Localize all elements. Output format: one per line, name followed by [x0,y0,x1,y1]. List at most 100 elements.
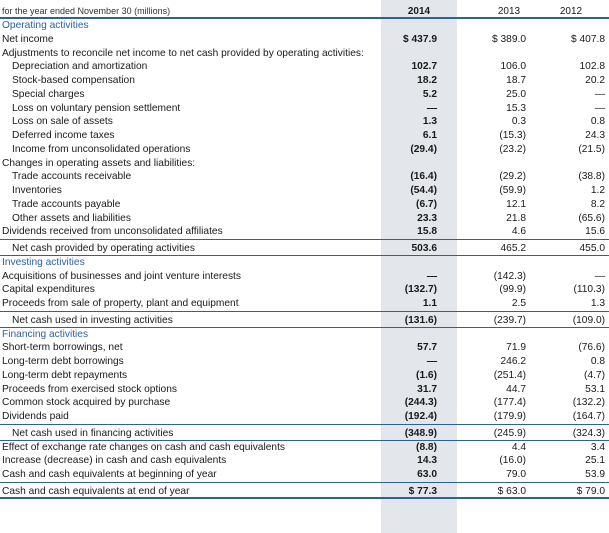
value-cell-2014: 63.0 [417,469,437,480]
year-column-2013: 2013 [497,6,521,17]
table-row: Net income $ 437.9 $ 389.0 $ 407.8 [0,33,609,47]
grand-total-row: Cash and cash equivalents at end of year… [0,481,609,499]
row-label: Proceeds from exercised stock options [2,383,177,395]
row-label: Cash and cash equivalents at end of year [2,485,190,497]
table-row: Adjustments to reconcile net income to n… [0,47,609,61]
row-label: Increase (decrease) in cash and cash equ… [2,455,227,467]
row-label: Inventories [12,185,62,196]
value-cell-2012: (110.3) [573,284,605,296]
table-row: Trade accounts payable (6.7) 12.1 8.2 [0,198,609,212]
value-cell-2012: (38.8) [578,171,605,183]
value-cell-2012: 0.8 [590,116,605,128]
section-heading-row: Financing activities [0,328,609,342]
value-cell-2014: 14.3 [417,455,437,467]
row-label: Common stock acquired by purchase [2,397,171,409]
table-row: Acquisitions of businesses and joint ven… [0,270,609,284]
value-cell-2012: 0.8 [590,356,605,367]
row-label: Proceeds from sale of property, plant an… [2,298,239,309]
table-row: Proceeds from sale of property, plant an… [0,297,609,311]
year-column-2014: 2014 [407,6,431,17]
value-cell-2012: (76.6) [578,342,605,354]
value-cell-2013: (99.9) [499,284,526,296]
value-cell-2013: 4.6 [511,226,526,238]
row-label: Income from unconsolidated operations [12,143,191,155]
value-cell-2014: — [426,356,437,367]
table-row: Stock-based compensation 18.2 18.7 20.2 [0,74,609,88]
value-cell-2014: (192.4) [404,411,437,422]
table-row: Proceeds from exercised stock options 31.… [0,383,609,397]
row-label: Net cash used in financing activities [12,427,174,439]
value-cell-2013: 44.7 [506,383,526,395]
table-header-row: for the year ended November 30 (millions… [0,0,609,19]
value-cell-2013: (245.9) [493,427,526,439]
row-label: Trade accounts payable [12,198,121,210]
value-cell-2012: 3.4 [590,441,605,453]
value-cell-2014: 5.2 [422,88,437,100]
subtotal-row: Net cash provided by operating activitie… [0,239,609,256]
value-cell-2014: (131.6) [404,314,437,326]
value-cell-2014: 503.6 [411,243,438,254]
row-label: Changes in operating assets and liabilit… [2,157,196,169]
value-cell-2013: 18.7 [506,75,526,86]
table-row: Depreciation and amortization 102.7 106.0 1… [0,60,609,74]
row-label: Dividends paid [2,411,69,422]
row-label: Stock-based compensation [12,75,135,86]
table-row: Loss on sale of assets 1.3 0.3 0.8 [0,115,609,129]
value-cell-2013: (15.3) [499,130,526,141]
table-row: Special charges 5.2 25.0 — [0,88,609,102]
value-cell-2012: 25.1 [585,455,605,467]
value-cell-2013: 79.0 [506,469,526,480]
table-row: Increase (decrease) in cash and cash equ… [0,454,609,468]
value-cell-2013: (142.3) [493,270,526,282]
table-row: Deferred income taxes 6.1 (15.3) 24.3 [0,129,609,143]
value-cell-2014: $ 437.9 [403,33,437,45]
value-cell-2012: — [594,270,605,282]
row-label: Depreciation and amortization [12,61,148,73]
value-cell-2014: — [426,102,437,114]
value-cell-2012: $ 407.8 [571,33,605,45]
value-cell-2014: 31.7 [417,383,437,395]
value-cell-2013: (16.0) [499,455,526,467]
value-cell-2013: (59.9) [499,185,526,196]
value-cell-2013: 4.4 [511,441,526,453]
row-label: Operating activities [2,20,89,31]
value-cell-2014: (6.7) [416,198,437,210]
value-cell-2014: 18.2 [417,75,437,86]
value-cell-2014: — [426,270,437,282]
value-cell-2012: 53.1 [585,383,605,395]
table-body: Operating activities Net income $ 437.9 $ 3… [0,19,609,499]
row-label: Special charges [12,88,85,100]
row-label: Adjustments to reconcile net income to n… [2,47,364,59]
row-label: Net cash used in investing activities [12,314,173,326]
value-cell-2014: (348.9) [404,427,437,439]
cash-flow-table: for the year ended November 30 (millions… [0,0,609,499]
row-label: Long-term debt repayments [2,369,128,381]
year-column-2012: 2012 [559,6,583,17]
table-row: Income from unconsolidated operations (29… [0,143,609,157]
value-cell-2012: — [594,102,605,114]
subtotal-row: Net cash used in financing activities (34… [0,423,609,441]
row-label: Short-term borrowings, net [2,342,123,354]
row-label: Dividends received from unconsolidated a… [2,226,223,238]
value-cell-2013: 106.0 [500,61,527,73]
value-cell-2014: 1.3 [422,116,437,128]
period-label: for the year ended November 30 (millions… [2,6,171,16]
value-cell-2012: 102.8 [579,61,606,73]
value-cell-2013: 12.1 [506,198,526,210]
value-cell-2012: (324.3) [572,427,605,439]
table-row: Cash and cash equivalents at beginning o… [0,468,609,482]
value-cell-2013: 0.3 [511,116,526,128]
value-cell-2012: 15.6 [585,226,605,238]
table-row: Capital expenditures (132.7) (99.9) (110.3) [0,283,609,297]
subtotal-row: Net cash used in investing activities (13… [0,310,609,328]
table-row: Changes in operating assets and liabilit… [0,157,609,171]
value-cell-2013: (177.4) [493,397,526,409]
value-cell-2012: (132.2) [572,397,605,409]
section-heading-row: Investing activities [0,256,609,270]
value-cell-2013: (29.2) [499,171,526,183]
value-cell-2013: 15.3 [506,102,526,114]
value-cell-2014: (54.4) [410,185,437,196]
value-cell-2012: (109.0) [572,314,605,326]
row-label: Net income [2,33,54,45]
